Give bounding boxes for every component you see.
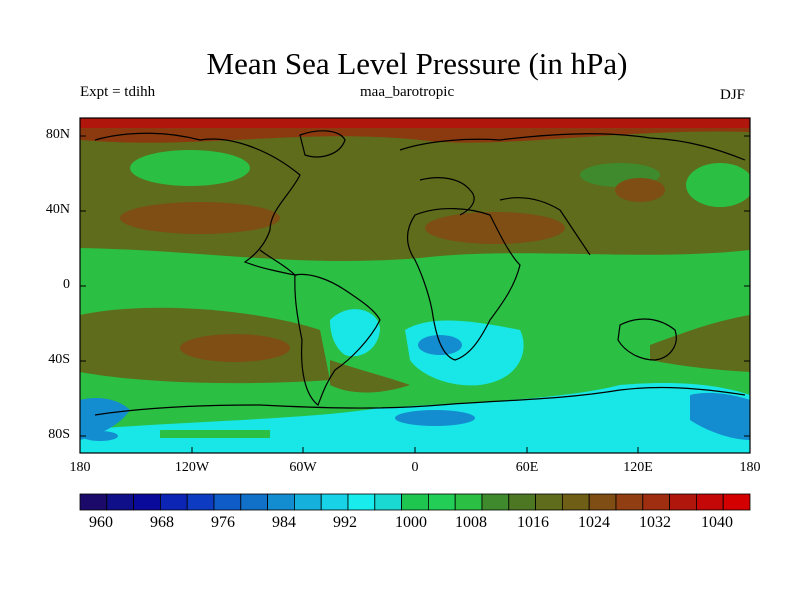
chart-title: Mean Sea Level Pressure (in hPa) <box>206 46 628 81</box>
coastlines <box>94 130 746 416</box>
colorbar <box>79 493 751 511</box>
field-south-olive <box>330 360 410 393</box>
colorbar-swatch <box>669 493 697 511</box>
colorbar-swatch <box>535 493 563 511</box>
field-antarctic-low <box>690 392 750 440</box>
colorbar-label: 968 <box>150 514 174 531</box>
colorbar-swatch <box>588 493 617 511</box>
colorbar-swatch <box>374 493 402 511</box>
subtitle: maa_barotropic <box>360 84 455 100</box>
experiment-label: Expt = tdihh <box>80 84 156 100</box>
colorbar-label: 1000 <box>395 514 427 531</box>
colorbar-swatch <box>133 493 161 511</box>
field-green-patch <box>686 163 750 207</box>
season-label: DJF <box>720 87 746 103</box>
colorbar-label: 992 <box>333 514 357 531</box>
field-green-fringe <box>160 430 270 438</box>
colorbar-swatch <box>642 493 670 511</box>
lon-tick-label: 180 <box>69 460 91 475</box>
field-high-cell <box>425 212 565 244</box>
colorbar-label: 984 <box>272 514 296 531</box>
colorbar-swatch <box>722 493 751 511</box>
colorbar-swatch <box>481 493 510 511</box>
colorbar-swatch <box>320 493 349 511</box>
colorbar-label: 1024 <box>578 514 610 531</box>
field-high-cell <box>120 202 280 234</box>
colorbar-swatch <box>267 493 295 511</box>
colorbar-label: 1040 <box>701 514 733 531</box>
colorbar-swatch <box>454 493 483 511</box>
axis-ticks <box>79 135 751 453</box>
field-antarctic-low <box>80 398 130 440</box>
colorbar-swatch <box>347 493 376 511</box>
colorbar-label: 960 <box>89 514 113 531</box>
colorbar-swatch <box>159 493 188 511</box>
colorbar-swatch <box>213 493 242 511</box>
colorbar-swatch <box>427 493 456 511</box>
colorbar-label: 976 <box>211 514 235 531</box>
lon-tick-label: 120W <box>174 460 210 475</box>
colorbar-label: 1016 <box>517 514 549 531</box>
colorbar-swatch <box>106 493 135 511</box>
lat-tick-label: 80N <box>45 127 70 142</box>
field-high-cell <box>615 178 665 202</box>
colorbar-swatch <box>562 493 590 511</box>
coast-antarctica <box>94 386 746 416</box>
field-high-cell <box>180 334 290 362</box>
lon-tick-label: 60E <box>515 460 539 475</box>
coast-greenland <box>299 130 346 158</box>
pressure-field <box>80 118 750 453</box>
lon-tick-label: 180 <box>739 460 761 475</box>
colorbar-swatch <box>293 493 322 511</box>
colorbar-label: 1008 <box>455 514 487 531</box>
colorbar-swatch <box>401 493 429 511</box>
field-low-patch <box>330 309 380 357</box>
lon-tick-label: 0 <box>411 460 419 475</box>
coast-africa <box>406 207 521 361</box>
coast-south-america <box>294 273 381 406</box>
field-lowest-patch <box>418 335 462 355</box>
field-lowest-patch <box>82 431 118 441</box>
field-south-olive <box>650 315 750 372</box>
colorbar-swatch <box>615 493 644 511</box>
colorbar-swatch <box>186 493 215 511</box>
colorbar-swatch <box>508 493 536 511</box>
colorbar-label: 1032 <box>639 514 671 531</box>
coast-australia <box>617 318 677 361</box>
lat-tick-label: 40N <box>45 202 70 217</box>
field-lowest-patch <box>395 410 475 426</box>
coast-north-america <box>94 132 301 276</box>
field-arctic-red <box>80 118 750 128</box>
colorbar-swatch <box>240 493 269 511</box>
lon-tick-label: 60W <box>289 460 317 475</box>
colorbar-swatch <box>696 493 724 511</box>
field-green-patch <box>130 150 250 186</box>
lat-tick-label: 40S <box>48 352 70 367</box>
lat-tick-label: 80S <box>48 427 70 442</box>
lon-tick-label: 120E <box>623 460 653 475</box>
colorbar-swatch <box>79 493 108 511</box>
lat-tick-label: 0 <box>63 277 70 292</box>
